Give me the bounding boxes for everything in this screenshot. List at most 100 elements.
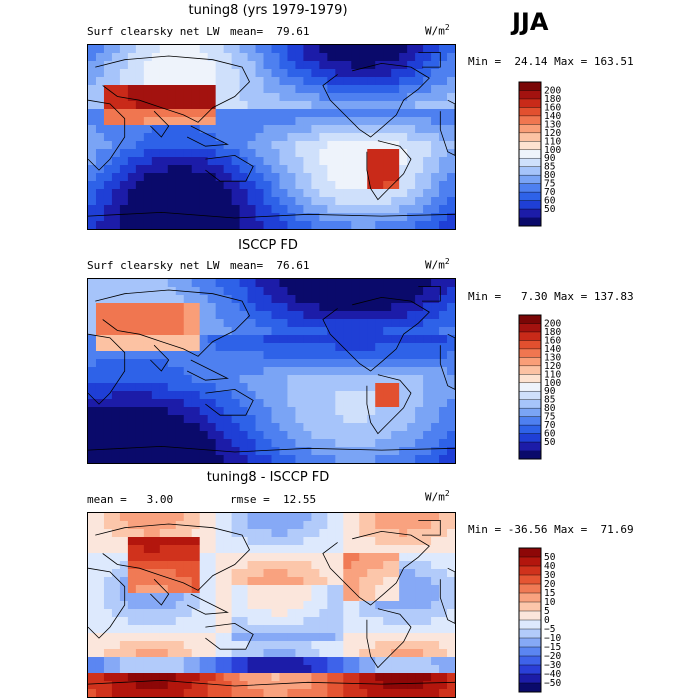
map-cell	[119, 585, 129, 594]
map-cell	[119, 279, 129, 288]
map-cell	[88, 213, 97, 222]
map-cell	[415, 181, 424, 190]
map-cell	[143, 141, 153, 150]
map-cell	[223, 625, 233, 634]
map-cell	[335, 625, 344, 634]
map-cell	[247, 61, 257, 70]
map-cell	[447, 173, 455, 182]
map-cell	[231, 205, 241, 214]
map-cell	[175, 375, 185, 384]
map-cell	[88, 181, 97, 190]
map-cell	[231, 133, 241, 142]
map-cell	[279, 141, 289, 150]
map-cell	[359, 125, 368, 134]
panel-3-minmax: Min = -36.56 Max = 71.69	[468, 523, 634, 536]
map-cell	[375, 197, 384, 206]
map-cell	[159, 359, 169, 368]
map-cell	[191, 561, 201, 570]
map-cell	[311, 641, 320, 650]
map-cell	[255, 319, 265, 328]
map-cell	[223, 45, 233, 54]
map-cell	[247, 149, 257, 158]
map-cell	[311, 415, 320, 424]
map-cell	[303, 117, 312, 126]
map-cell	[223, 101, 233, 110]
map-cell	[231, 689, 241, 697]
colorbar-level-label: 15	[544, 588, 555, 599]
map-cell	[127, 287, 137, 296]
map-cell	[311, 205, 320, 214]
map-cell	[119, 383, 129, 392]
map-cell	[335, 45, 344, 54]
map-cell	[415, 117, 424, 126]
map-cell	[399, 617, 408, 626]
map-cell	[319, 303, 328, 312]
map-cell	[447, 45, 455, 54]
panel-2-map	[87, 278, 456, 464]
map-cell	[351, 537, 360, 546]
map-cell	[327, 85, 336, 94]
map-cell	[311, 189, 320, 198]
map-cell	[295, 61, 305, 70]
map-cell	[167, 93, 177, 102]
map-cell	[239, 133, 249, 142]
map-cell	[287, 303, 297, 312]
map-cell	[415, 561, 424, 570]
map-cell	[231, 609, 241, 618]
map-cell	[239, 423, 249, 432]
map-cell	[119, 521, 129, 530]
map-cell	[135, 93, 145, 102]
map-cell	[143, 53, 153, 62]
map-cell	[191, 521, 201, 530]
map-cell	[88, 561, 97, 570]
map-cell	[439, 569, 448, 578]
map-cell	[143, 577, 153, 586]
colorbar-level-label: 200	[544, 85, 561, 96]
map-cell	[143, 407, 153, 416]
map-cell	[375, 53, 384, 62]
map-cell	[311, 383, 320, 392]
map-cell	[407, 665, 416, 674]
map-cell	[207, 101, 217, 110]
map-cell	[263, 415, 273, 424]
map-cell	[95, 415, 105, 424]
map-cell	[103, 69, 113, 78]
colorbar-level-label: 10	[544, 597, 556, 608]
map-cell	[343, 561, 352, 570]
map-cell	[423, 537, 432, 546]
map-cell	[391, 149, 400, 158]
map-cell	[327, 641, 336, 650]
map-cell	[295, 367, 305, 376]
map-cell	[439, 399, 448, 408]
map-cell	[391, 649, 400, 658]
map-cell	[135, 673, 145, 682]
map-cell	[391, 133, 400, 142]
map-cell	[319, 125, 328, 134]
map-cell	[439, 367, 448, 376]
map-cell	[407, 521, 416, 530]
map-cell	[439, 439, 448, 448]
map-cell	[111, 335, 121, 344]
map-cell	[319, 221, 328, 229]
map-cell	[279, 173, 289, 182]
map-cell	[167, 609, 177, 618]
map-cell	[391, 423, 400, 432]
map-cell	[383, 665, 392, 674]
map-cell	[303, 351, 312, 360]
map-cell	[95, 181, 105, 190]
map-cell	[143, 569, 153, 578]
map-cell	[343, 439, 352, 448]
map-cell	[423, 319, 432, 328]
map-cell	[391, 657, 400, 666]
map-cell	[183, 625, 193, 634]
map-cell	[263, 447, 273, 456]
map-cell	[127, 553, 137, 562]
map-cell	[231, 141, 241, 150]
map-cell	[167, 165, 177, 174]
map-cell	[383, 205, 392, 214]
map-cell	[88, 665, 97, 674]
map-cell	[343, 125, 352, 134]
map-cell	[167, 529, 177, 538]
map-cell	[327, 593, 336, 602]
map-cell	[207, 399, 217, 408]
